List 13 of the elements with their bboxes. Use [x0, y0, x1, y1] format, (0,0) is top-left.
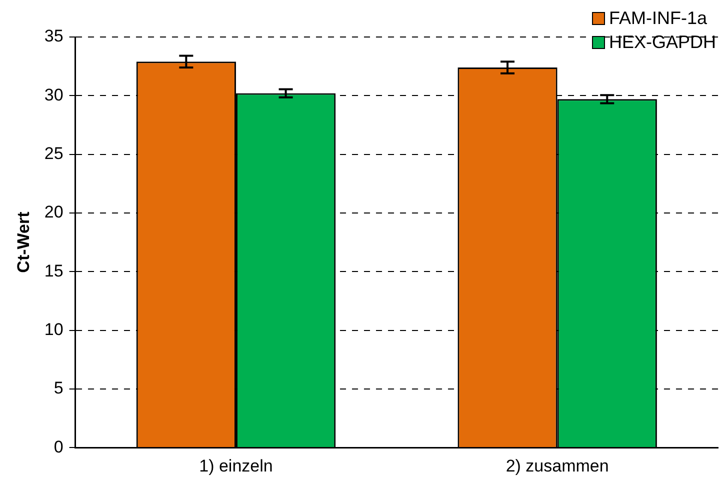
y-tick-label: 20 [44, 202, 64, 222]
x-tick-label: 2) zusammen [506, 456, 609, 476]
y-axis-title: Ct-Wert [14, 211, 33, 273]
y-tick-label: 15 [44, 261, 64, 280]
x-tick-label: 1) einzeln [199, 456, 273, 476]
y-tick-label: 30 [44, 85, 64, 104]
y-tick-label: 35 [44, 26, 64, 46]
legend-label: HEX-GAPDH [608, 32, 716, 52]
legend-label: FAM-INF-1a [608, 8, 707, 28]
y-tick-label: 10 [44, 320, 64, 339]
y-tick-label: 25 [44, 144, 64, 163]
y-tick-label: 5 [54, 378, 64, 398]
y-tick-label: 0 [54, 437, 64, 456]
